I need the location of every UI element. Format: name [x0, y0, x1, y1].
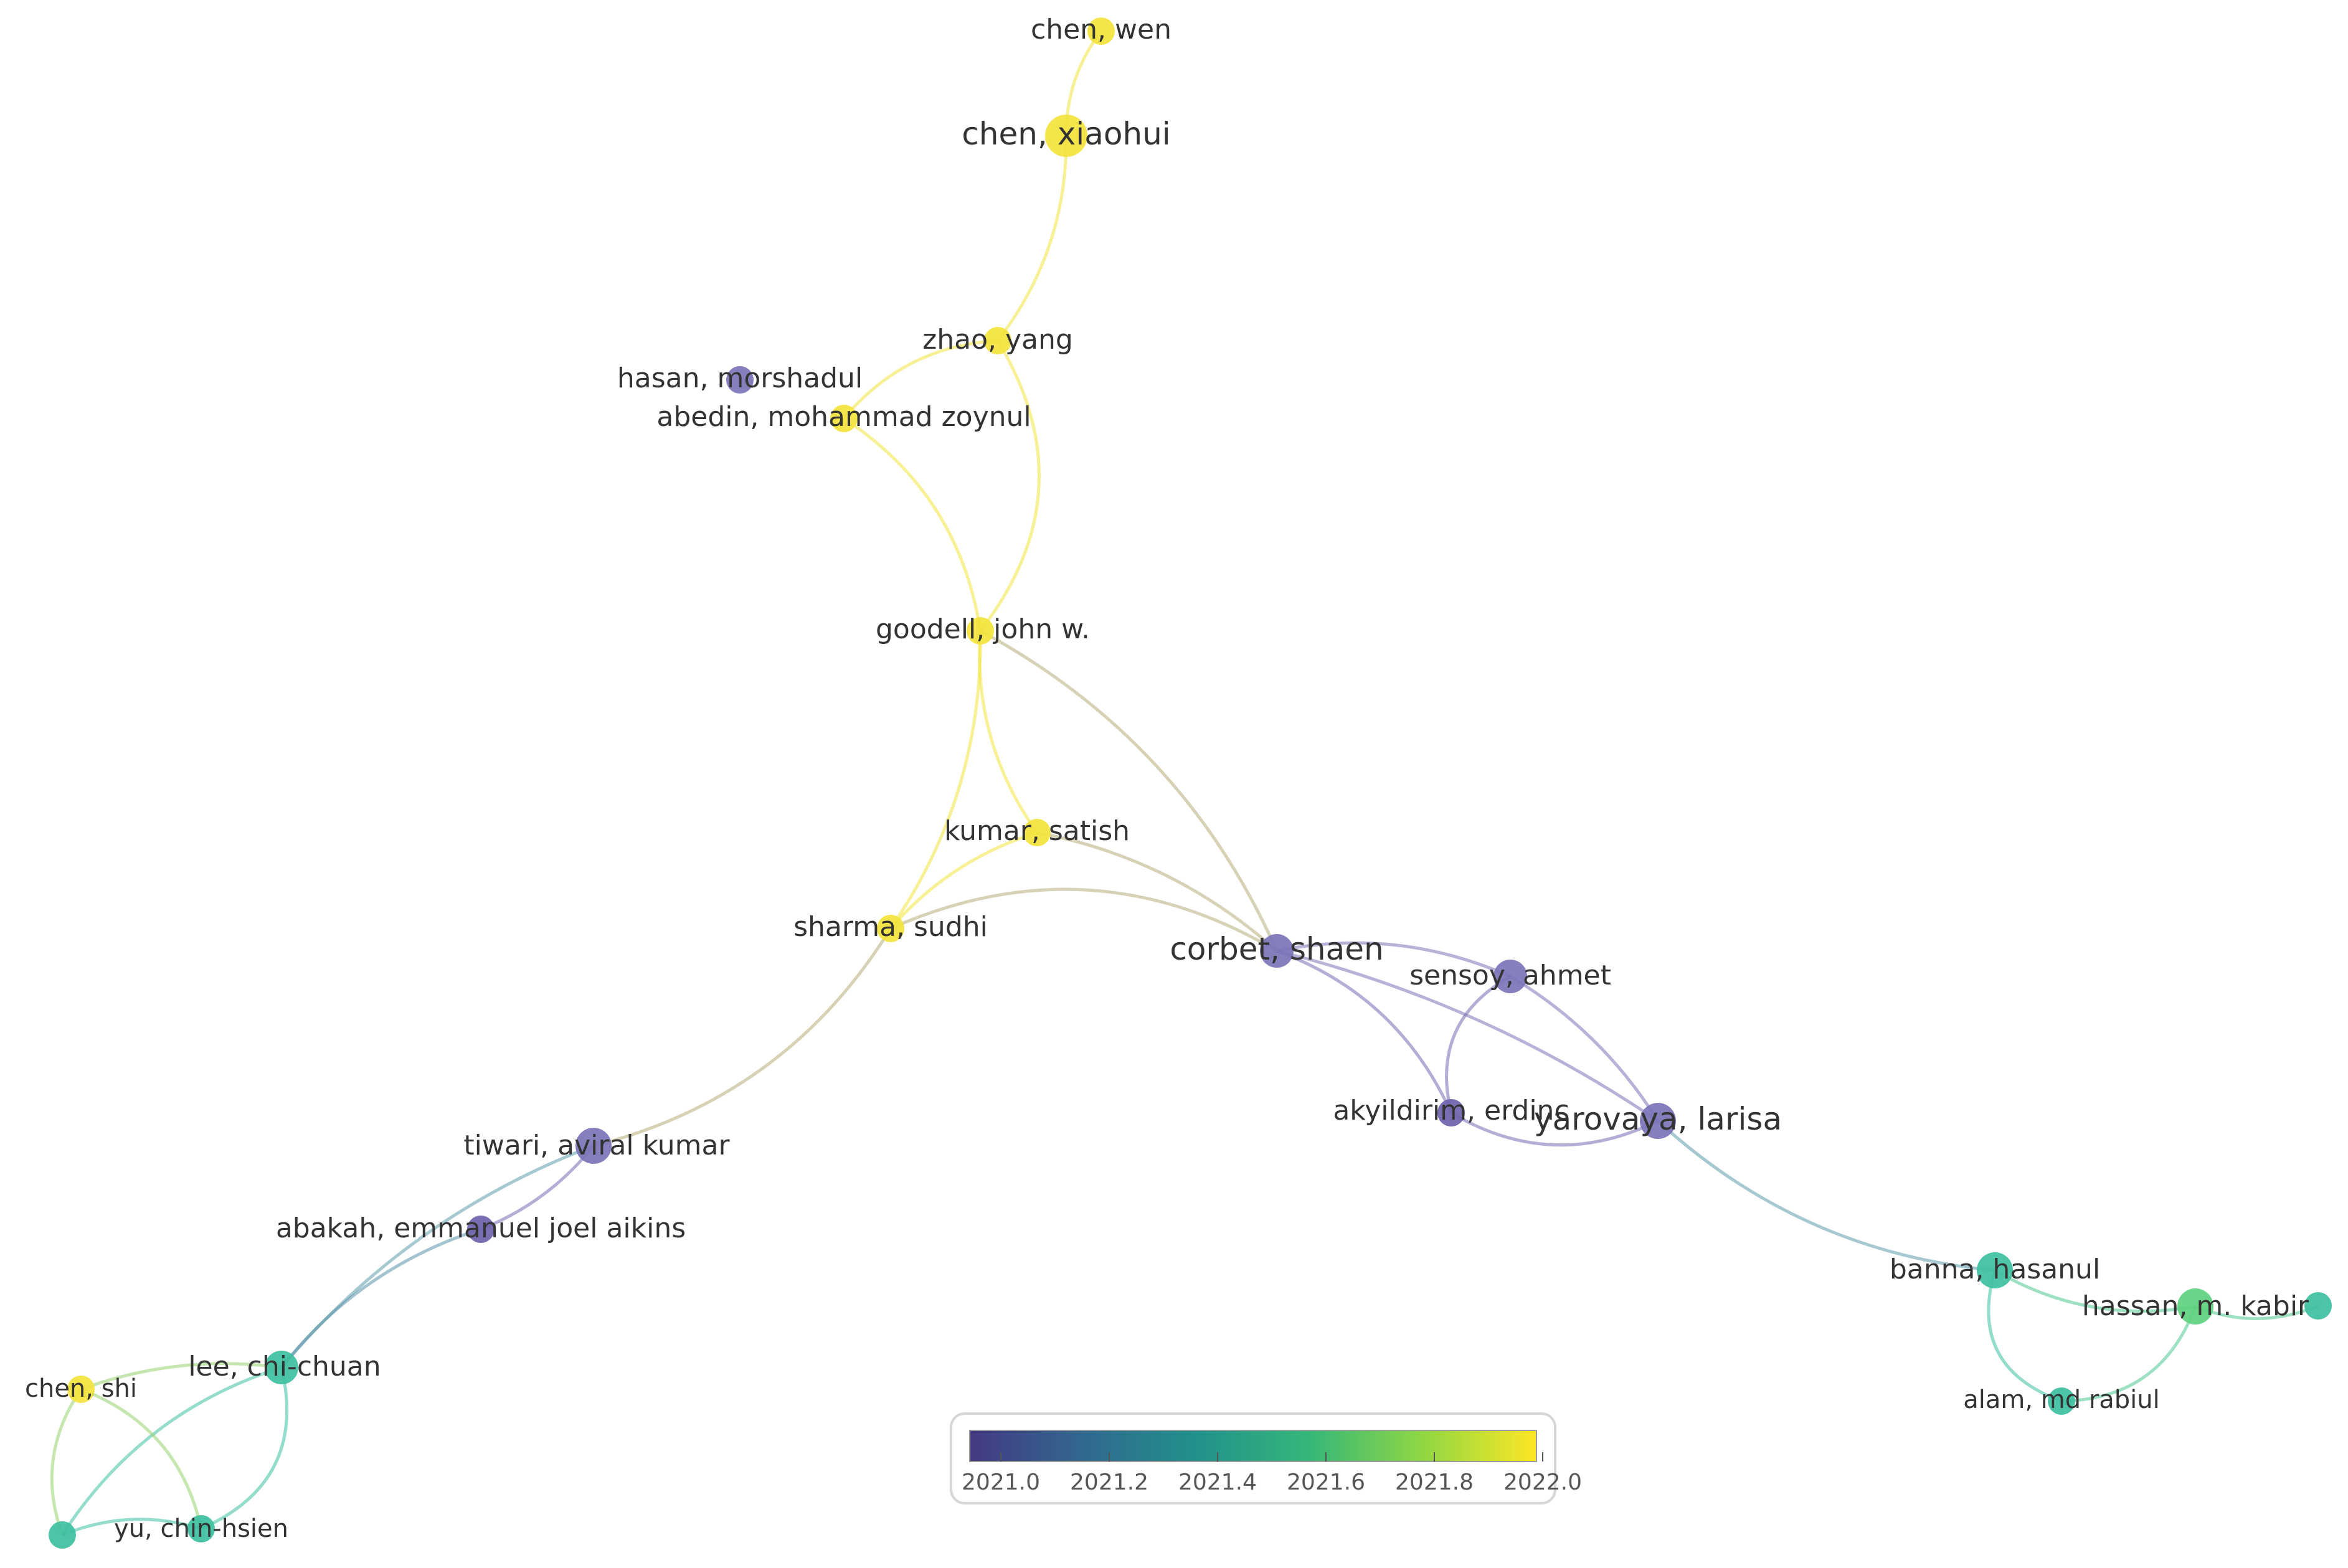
edges-layer	[50, 30, 2319, 1537]
edge-kumar-corbet	[1036, 831, 1278, 952]
node-label-abakah[interactable]: abakah, emmanuel joel aikins	[276, 1212, 686, 1244]
edge-corbet-yarovaya	[1276, 949, 1659, 1123]
node-unlabeled_bl[interactable]	[49, 1521, 76, 1549]
node-yu[interactable]	[187, 1515, 215, 1542]
node-tiwari[interactable]	[575, 1128, 612, 1164]
node-hasan_morshadul[interactable]	[726, 366, 754, 394]
node-yarovaya[interactable]	[1640, 1103, 1676, 1139]
node-label-abedin[interactable]: abedin, mohammad zoynul	[656, 401, 1031, 433]
edge-kumar-sharma	[889, 831, 1038, 930]
edge-banna-hassan	[1994, 1268, 2196, 1313]
node-banna[interactable]	[1977, 1252, 2013, 1288]
year-colorbar: 2021.0 2021.2 2021.4 2021.6 2021.8 2022.0	[950, 1412, 1582, 1504]
edge-sharma-corbet	[889, 887, 1278, 953]
colorbar-gradient	[969, 1430, 1537, 1462]
edge-akyildirim-yarovaya	[1450, 1111, 1659, 1147]
node-label-chen_xiaohui[interactable]: chen, xiaohui	[962, 116, 1170, 152]
colorbar-tick-label: 2021.8	[1395, 1470, 1474, 1495]
node-label-chen_wen[interactable]: chen, wen	[1031, 14, 1172, 45]
edge-goodell-sharma	[889, 630, 982, 930]
node-label-banna[interactable]: banna, hasanul	[1890, 1254, 2100, 1285]
edge-banna-alam	[1987, 1270, 2062, 1403]
edge-yarovaya-banna	[1657, 1120, 1995, 1272]
node-abakah[interactable]	[467, 1216, 495, 1243]
colorbar-tick-label: 2021.6	[1287, 1470, 1365, 1495]
edge-unlabeled_bl-yu	[62, 1518, 202, 1537]
node-label-corbet[interactable]: corbet, shaen	[1170, 931, 1383, 967]
colorbar-tick-label: 2021.4	[1178, 1470, 1257, 1495]
node-label-lee[interactable]: lee, chi-chuan	[188, 1351, 381, 1382]
edge-sensoy-akyildirim	[1445, 975, 1512, 1113]
node-label-sharma[interactable]: sharma, sudhi	[793, 911, 988, 943]
node-chen_wen[interactable]	[1087, 17, 1115, 45]
edge-zhao_yang-abedin	[843, 339, 998, 420]
node-hassan[interactable]	[2177, 1288, 2213, 1325]
node-abedin[interactable]	[830, 405, 858, 432]
labels-layer: chen, wen chen, xiaohui zhao, yang hasan, m…	[25, 14, 2309, 1543]
edge-abakah-lee	[280, 1227, 481, 1369]
node-kumar[interactable]	[1023, 819, 1051, 846]
edge-tiwari-lee	[280, 1144, 594, 1369]
edge-abedin-goodell	[843, 417, 982, 631]
node-label-yu[interactable]: yu, chin-hsien	[114, 1514, 288, 1543]
edge-corbet-sensoy	[1276, 941, 1512, 978]
colorbar-tick-label: 2021.0	[962, 1470, 1040, 1495]
node-label-yarovaya[interactable]: yarovaya, larisa	[1534, 1101, 1782, 1137]
node-label-alam[interactable]: alam, md rabiul	[1963, 1386, 2160, 1414]
edge-lee-chen_shi	[80, 1362, 282, 1391]
node-alam[interactable]	[2048, 1387, 2075, 1415]
node-label-kumar[interactable]: kumar, satish	[944, 815, 1130, 847]
node-lee[interactable]	[265, 1351, 298, 1384]
edge-sensoy-yarovaya	[1509, 975, 1660, 1122]
colorbar-tick-label: 2021.2	[1070, 1470, 1148, 1495]
node-chen_xiaohui[interactable]	[1045, 115, 1087, 157]
edge-goodell-corbet	[979, 629, 1279, 952]
nodes-layer	[49, 17, 2332, 1549]
colorbar-tick-label: 2022.0	[1503, 1470, 1582, 1495]
node-label-akyildirim[interactable]: akyildirim, erdinc	[1333, 1095, 1569, 1126]
node-label-zhao_yang[interactable]: zhao, yang	[922, 324, 1073, 356]
edge-chen_shi-unlabeled_bl	[50, 1388, 83, 1536]
edge-hassan-alam	[2061, 1306, 2197, 1403]
edge-corbet-akyildirim	[1276, 949, 1453, 1114]
node-label-goodell[interactable]: goodell, john w.	[876, 613, 1090, 645]
node-label-hasan_morshadul[interactable]: hasan, morshadul	[617, 362, 863, 394]
node-sensoy[interactable]	[1494, 960, 1527, 993]
node-akyildirim[interactable]	[1437, 1099, 1465, 1126]
node-label-chen_shi[interactable]: chen, shi	[25, 1374, 137, 1403]
edge-chen_shi-yu	[80, 1387, 203, 1529]
node-zhao_yang[interactable]	[984, 327, 1011, 354]
node-sharma[interactable]	[877, 915, 904, 942]
node-label-sensoy[interactable]: sensoy, ahmet	[1409, 960, 1611, 991]
edge-zhao_yang-goodell	[979, 339, 1041, 632]
edge-sharma-tiwari	[593, 927, 892, 1148]
node-label-hassan[interactable]: hassan, m. kabir	[2082, 1290, 2309, 1322]
node-corbet[interactable]	[1260, 934, 1294, 968]
edge-chen_xiaohui-zhao_yang	[996, 135, 1068, 342]
node-chen_shi[interactable]	[67, 1376, 95, 1403]
edge-lee-unlabeled_bl	[60, 1366, 282, 1536]
node-label-tiwari[interactable]: tiwari, aviral kumar	[463, 1130, 730, 1161]
edge-goodell-kumar	[978, 630, 1039, 834]
node-goodell[interactable]	[967, 617, 994, 645]
edge-lee-yu	[200, 1367, 289, 1531]
node-unlabeled_r[interactable]	[2304, 1292, 2332, 1320]
